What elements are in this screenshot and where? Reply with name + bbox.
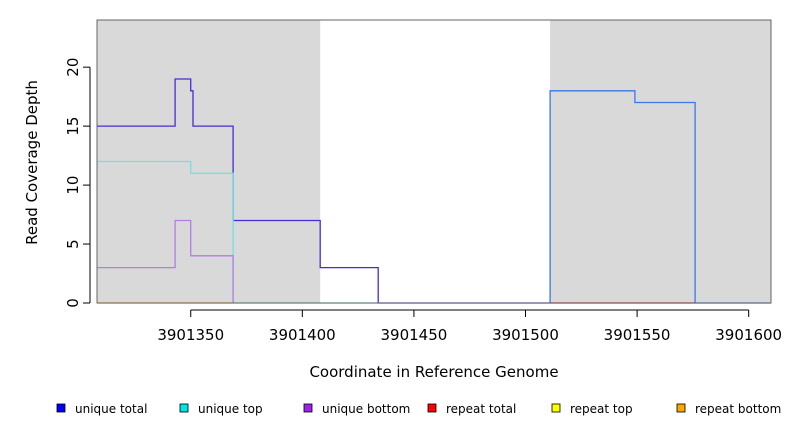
plot-frame <box>96 19 772 304</box>
legend-swatch <box>427 403 437 413</box>
y-tick-label: 20 <box>64 58 82 77</box>
legend-swatch <box>179 403 189 413</box>
shaded-region-2 <box>550 20 771 303</box>
legend-swatch <box>551 403 561 413</box>
x-tick-label: 3901450 <box>381 326 448 344</box>
y-axis-title: Read Coverage Depth <box>23 80 41 245</box>
axes: 3901350 3901400 3901450 3901500 3901550 39016… <box>64 58 782 344</box>
x-tick-label: 3901600 <box>715 326 782 344</box>
y-tick-label: 0 <box>64 298 82 308</box>
shaded-regions <box>97 20 771 303</box>
legend-label: unique total <box>75 402 147 416</box>
x-tick-label: 3901500 <box>492 326 559 344</box>
x-axis-title: Coordinate in Reference Genome <box>309 363 558 381</box>
series-line-unique-bottom <box>97 219 234 303</box>
series-line-unique-total <box>97 78 551 304</box>
legend-label: unique top <box>198 402 263 416</box>
y-tick-label: 10 <box>64 176 82 195</box>
legend-swatch <box>303 403 313 413</box>
x-tick-label: 3901400 <box>269 326 336 344</box>
legend-label: unique bottom <box>322 402 410 416</box>
legend-swatch <box>676 403 686 413</box>
x-tick-label: 3901350 <box>157 326 224 344</box>
legend-label: repeat total <box>446 402 516 416</box>
y-tick-label: 5 <box>64 239 82 249</box>
legend-label: repeat bottom <box>695 402 781 416</box>
legend: unique total unique top unique bottom repea… <box>56 402 781 416</box>
x-tick-label: 3901550 <box>604 326 671 344</box>
legend-label: repeat top <box>570 402 633 416</box>
legend-swatch <box>56 403 66 413</box>
y-tick-label: 15 <box>64 117 82 136</box>
